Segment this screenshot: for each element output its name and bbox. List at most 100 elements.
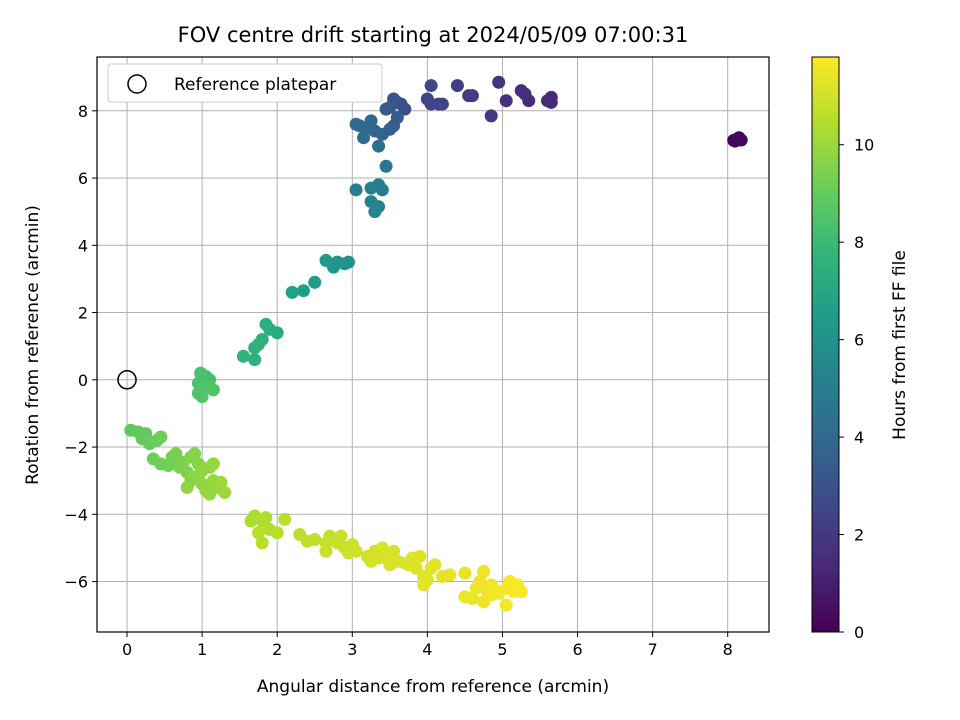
data-point xyxy=(544,95,558,109)
data-point xyxy=(195,464,209,478)
colorbar-tick-label: 8 xyxy=(854,233,864,252)
colorbar xyxy=(811,56,840,633)
y-tick-label: −6 xyxy=(64,573,88,592)
data-point xyxy=(206,457,220,471)
x-axis-ticks: 0 1 2 3 4 5 6 7 8 xyxy=(122,632,733,659)
x-tick-label: 5 xyxy=(497,640,507,659)
y-tick-label: 8 xyxy=(78,102,88,121)
x-tick-label: 0 xyxy=(122,640,132,659)
y-tick-label: 4 xyxy=(78,236,88,255)
plot-frame xyxy=(96,56,770,633)
grid xyxy=(97,57,769,632)
y-tick-label: 6 xyxy=(78,169,88,188)
x-tick-label: 1 xyxy=(197,640,207,659)
data-point xyxy=(492,75,506,89)
data-point xyxy=(278,512,292,526)
data-point xyxy=(206,383,220,397)
data-point xyxy=(368,205,382,219)
data-point xyxy=(364,181,378,195)
x-tick-label: 6 xyxy=(572,640,582,659)
data-point xyxy=(443,568,457,582)
data-point xyxy=(194,366,208,380)
data-point xyxy=(462,89,476,103)
data-point xyxy=(514,585,528,599)
data-point xyxy=(424,79,438,93)
data-point xyxy=(734,133,748,147)
data-point xyxy=(473,575,487,589)
x-tick-label: 4 xyxy=(422,640,432,659)
data-point xyxy=(349,117,363,131)
data-point xyxy=(477,564,491,578)
legend-marker xyxy=(127,74,147,94)
reference-point-marker xyxy=(117,370,137,390)
y-axis-label: Rotation from reference (arcmin) xyxy=(23,205,43,485)
data-point xyxy=(450,79,464,93)
data-point xyxy=(375,541,389,555)
data-point xyxy=(285,285,299,299)
data-point xyxy=(379,159,393,173)
data-point xyxy=(465,591,479,605)
x-tick-label: 7 xyxy=(648,640,658,659)
data-point xyxy=(420,92,434,106)
scatter-points xyxy=(124,75,748,612)
colorbar-label: Hours from first FF file xyxy=(890,250,910,440)
y-tick-label: −2 xyxy=(64,438,88,457)
colorbar-tick-label: 2 xyxy=(854,526,864,545)
data-point xyxy=(169,447,183,461)
colorbar-tick-label: 4 xyxy=(854,428,864,447)
chart-title: FOV centre drift starting at 2024/05/09 … xyxy=(178,23,689,47)
data-point xyxy=(387,544,401,558)
data-point xyxy=(420,573,434,587)
y-tick-label: 0 xyxy=(78,371,88,390)
data-point xyxy=(251,526,265,540)
data-point xyxy=(379,102,393,116)
data-point xyxy=(248,341,262,355)
data-point xyxy=(357,131,371,145)
data-point xyxy=(270,526,284,540)
data-point xyxy=(484,109,498,123)
legend: Reference platepar xyxy=(107,63,383,103)
data-point xyxy=(499,94,513,108)
data-point xyxy=(409,561,423,575)
data-point xyxy=(154,430,168,444)
data-point xyxy=(180,480,194,494)
data-point xyxy=(255,536,269,550)
data-point xyxy=(214,475,228,489)
legend-box xyxy=(107,63,383,103)
x-tick-label: 8 xyxy=(723,640,733,659)
data-point xyxy=(458,566,472,580)
data-point xyxy=(334,529,348,543)
data-point xyxy=(308,275,322,289)
data-point xyxy=(319,253,333,267)
y-tick-label: 2 xyxy=(78,304,88,323)
data-point xyxy=(319,544,333,558)
data-point xyxy=(308,533,322,547)
data-point xyxy=(296,284,310,298)
colorbar-tick-label: 10 xyxy=(854,136,874,155)
y-axis-ticks: −6 −4 −2 0 2 4 6 8 xyxy=(64,102,97,592)
colorbar-tick-label: 6 xyxy=(854,331,864,350)
data-point xyxy=(188,447,202,461)
data-point xyxy=(514,84,528,98)
data-point xyxy=(218,485,232,499)
x-tick-label: 3 xyxy=(347,640,357,659)
data-point xyxy=(259,317,273,331)
data-point xyxy=(259,511,273,525)
data-point xyxy=(435,97,449,111)
data-point xyxy=(372,139,386,153)
legend-label: Reference platepar xyxy=(174,75,336,95)
data-point xyxy=(413,549,427,563)
data-point xyxy=(428,558,442,572)
data-point xyxy=(248,353,262,367)
colorbar-tick-label: 0 xyxy=(854,623,864,642)
y-tick-label: −4 xyxy=(64,505,88,524)
colorbar-ticks: 0 2 4 6 8 10 xyxy=(839,136,874,642)
data-point xyxy=(349,183,363,197)
x-axis-label: Angular distance from reference (arcmin) xyxy=(257,677,609,697)
data-point xyxy=(236,349,250,363)
x-tick-label: 2 xyxy=(272,640,282,659)
data-point xyxy=(499,598,513,612)
data-point xyxy=(191,386,205,400)
data-point xyxy=(349,544,363,558)
